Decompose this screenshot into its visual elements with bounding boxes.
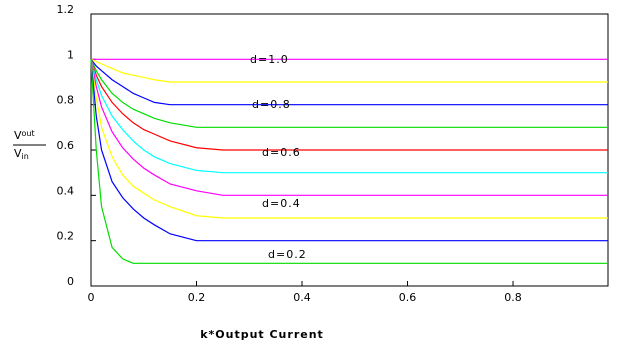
annotation: d=0.2 bbox=[268, 248, 307, 261]
x-tick-label: 0.2 bbox=[188, 291, 206, 304]
chart: k*Output Current Vout Vin 00.20.40.60.80… bbox=[0, 0, 622, 345]
annotation: d=0.6 bbox=[262, 146, 301, 159]
x-tick-label: 0 bbox=[88, 291, 95, 304]
x-tick-label: 0.8 bbox=[504, 291, 522, 304]
y-tick-label: 0.4 bbox=[57, 184, 75, 197]
x-axis-label: k*Output Current bbox=[200, 328, 324, 341]
x-tick-label: 0.6 bbox=[399, 291, 417, 304]
annotation: d=0.8 bbox=[252, 98, 291, 111]
y-tick-label: 1.2 bbox=[57, 3, 75, 16]
y-tick-label: 1 bbox=[67, 48, 74, 61]
y-tick-label: 0.6 bbox=[57, 139, 75, 152]
x-tick-label: 0.4 bbox=[293, 291, 311, 304]
annotation: d=0.4 bbox=[262, 197, 301, 210]
y-tick-label: 0 bbox=[67, 275, 74, 288]
y-tick-label: 0.8 bbox=[57, 94, 75, 107]
y-tick-label: 0.2 bbox=[57, 230, 75, 243]
annotation: d=1.0 bbox=[250, 53, 289, 66]
